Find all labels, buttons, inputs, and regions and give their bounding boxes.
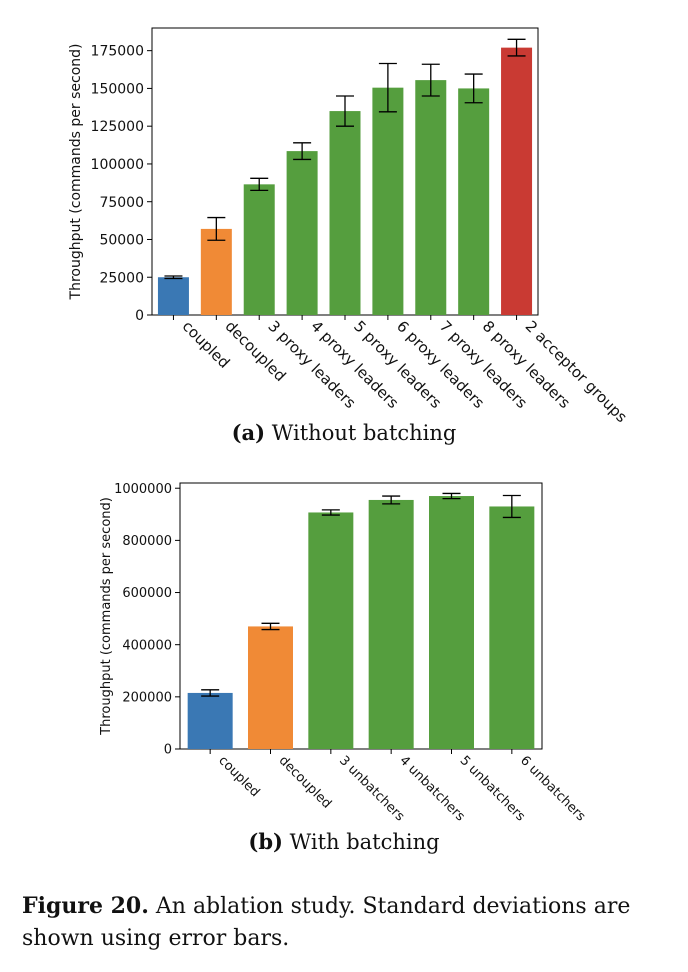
y-tick-label-b: 800000: [122, 534, 172, 549]
bar-a-1: [200, 228, 232, 315]
y-tick-label-b: 600000: [122, 586, 172, 601]
y-tick-label-b: 400000: [122, 638, 172, 653]
x-category-label-b-0: coupled: [215, 753, 262, 800]
figure-caption: Figure 20. An ablation study. Standard d…: [22, 890, 672, 955]
y-axis-label-a: Throughput (commands per second): [68, 44, 84, 301]
panel-caption-a-text: Without batching: [271, 421, 457, 445]
y-tick-label-a: 0: [135, 308, 144, 324]
y-tick-label-a: 175000: [91, 44, 144, 60]
bar-a-7: [458, 88, 490, 315]
bar-a-3: [286, 151, 318, 315]
y-tick-label-a: 75000: [99, 195, 144, 211]
y-tick-label-a: 150000: [91, 81, 144, 97]
bar-b-2: [308, 512, 354, 749]
bar-b-0: [187, 692, 233, 749]
panel-caption-b-label: (b): [248, 829, 283, 854]
bar-b-5: [489, 506, 535, 749]
bar-b-3: [368, 499, 414, 749]
bar-a-6: [415, 80, 447, 315]
bar-b-1: [248, 626, 293, 749]
x-category-label-b-1: decoupled: [276, 753, 334, 811]
y-tick-label-b: 1000000: [114, 482, 172, 497]
y-tick-label-a: 125000: [91, 119, 144, 135]
y-tick-label-a: 25000: [99, 270, 144, 286]
panel-caption-a-label: (a): [231, 420, 266, 445]
bar-a-2: [243, 184, 275, 315]
y-tick-label-a: 100000: [91, 157, 144, 173]
y-tick-label-a: 50000: [99, 233, 144, 249]
y-tick-label-b: 0: [164, 743, 172, 758]
bar-a-8: [501, 47, 533, 315]
axes-frame-b: [179, 482, 543, 750]
figure-caption-label: Figure 20.: [22, 893, 149, 919]
bar-a-0: [157, 277, 189, 315]
y-axis-label-b: Throughput (commands per second): [99, 497, 114, 736]
bar-a-4: [329, 111, 361, 315]
panel-caption-b-text: With batching: [289, 830, 440, 854]
panel-caption-a: (a) Without batching: [0, 420, 688, 445]
y-tick-label-b: 200000: [122, 691, 172, 706]
bar-a-5: [372, 87, 404, 315]
panel-caption-b: (b) With batching: [0, 829, 688, 854]
bar-b-4: [429, 496, 474, 749]
figure-caption-text: An ablation study. Standard deviations a…: [22, 894, 631, 951]
